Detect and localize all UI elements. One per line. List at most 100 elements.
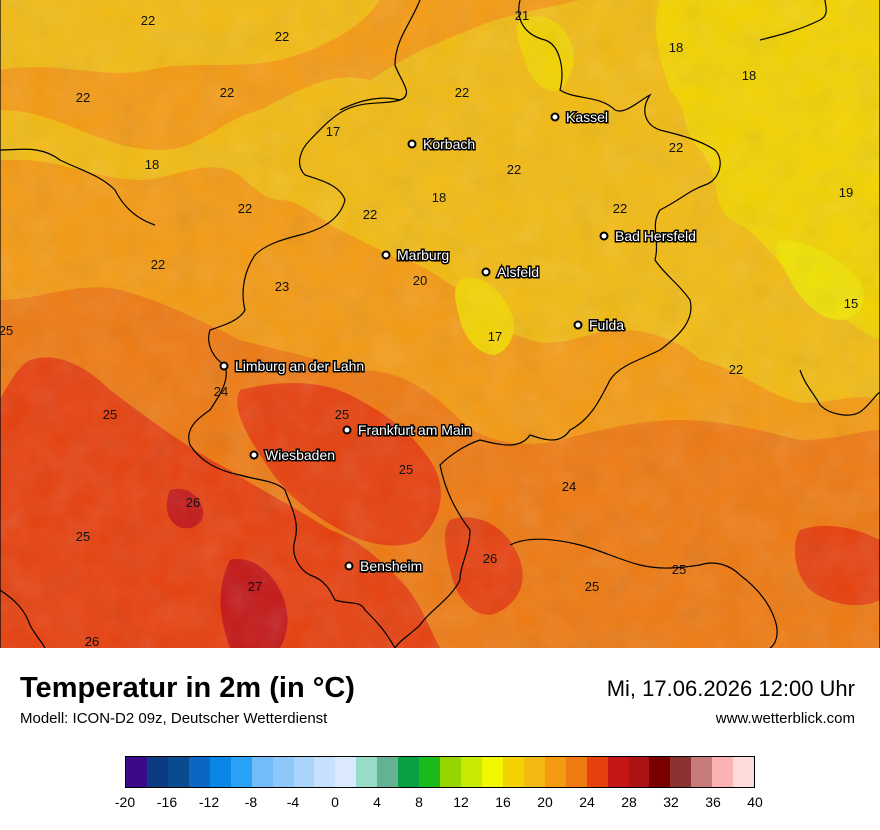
city-fulda: Fulda: [573, 316, 626, 335]
legend-color-cell: [733, 757, 755, 787]
temperature-value: 25: [103, 407, 117, 422]
city-bensheim: Bensheim: [344, 557, 424, 576]
city-dot: [342, 425, 352, 435]
legend-color-cell: [251, 757, 273, 787]
legend-color-cell: [628, 757, 650, 787]
temperature-value: 24: [562, 479, 576, 494]
legend-tick-label: 32: [663, 794, 679, 810]
legend-color-cell: [398, 757, 420, 787]
temperature-value: 26: [186, 495, 200, 510]
legend-tick-label: -16: [156, 794, 178, 810]
legend-tick-label: 4: [373, 794, 381, 810]
color-legend: -20 -16 -12 -8 -4 0 4 8 12 16 20 24 28 32 36 40: [115, 756, 763, 810]
legend-color-cell: [607, 757, 629, 787]
border-nw: [0, 148, 156, 226]
map-footer: Temperatur in 2m (in °C) Modell: ICON-D2…: [0, 648, 880, 830]
legend-color-cell: [314, 757, 336, 787]
temperature-map: 21 22 22 18 18 22 22 22 19 17 22 18 22 18 22 22 22 23 20 17…: [0, 0, 880, 648]
city-wiesbaden: Wiesbaden: [249, 446, 337, 465]
temperature-value: 20: [413, 273, 427, 288]
temperature-value: 25: [672, 562, 686, 577]
city-label: Limburg an der Lahn: [235, 358, 364, 374]
temperature-value: 21: [515, 8, 529, 23]
city-bad-hersfeld: Bad Hersfeld: [599, 227, 697, 246]
city-dot: [219, 361, 229, 371]
legend-color-cell: [377, 757, 399, 787]
city-frankfurt-am-main: Frankfurt am Main: [342, 421, 473, 440]
map-canvas: 21 22 22 18 18 22 22 22 19 17 22 18 22 18 22 22 22 23 20 17…: [0, 0, 880, 648]
city-label: Marburg: [397, 247, 449, 263]
border-east-mid: [799, 369, 880, 416]
forecast-datetime: Mi, 17.06.2026 12:00 Uhr: [606, 676, 855, 701]
legend-tick-label: 8: [415, 794, 423, 810]
temperature-value: 18: [432, 190, 446, 205]
temperature-value: 25: [335, 407, 349, 422]
temperature-value: 22: [76, 90, 90, 105]
city-label: Korbach: [423, 136, 475, 152]
legend-tick-label: 28: [621, 794, 637, 810]
city-dot: [481, 267, 491, 277]
city-limburg-an-der-lahn: Limburg an der Lahn: [219, 357, 366, 376]
legend-color-cell: [230, 757, 252, 787]
city-dot: [407, 139, 417, 149]
legend-tick-label: -20: [114, 794, 136, 810]
map-title: Temperatur in 2m (in °C): [20, 672, 355, 704]
border-sw: [0, 589, 46, 648]
temperature-value: 25: [0, 323, 13, 338]
legend-tick-label: 20: [537, 794, 553, 810]
temperature-value: 26: [483, 551, 497, 566]
legend-color-cell: [481, 757, 503, 787]
temperature-value: 18: [145, 157, 159, 172]
legend-color-cell: [649, 757, 671, 787]
temperature-value: 27: [248, 579, 262, 594]
temperature-value: 22: [507, 162, 521, 177]
temperature-value: 25: [585, 579, 599, 594]
legend-color-cell: [146, 757, 168, 787]
city-label: Frankfurt am Main: [358, 422, 472, 438]
temperature-value: 26: [85, 634, 99, 648]
temperature-value: 22: [220, 85, 234, 100]
legend-color-cell: [440, 757, 461, 787]
hesse-border: [394, 0, 721, 648]
legend-color-cell: [523, 757, 545, 787]
city-label: Alsfeld: [497, 264, 539, 280]
temperature-value: 22: [613, 201, 627, 216]
temperature-value: 18: [669, 40, 683, 55]
website-link[interactable]: www.wetterblick.com: [715, 710, 855, 727]
legend-tick-label: 36: [705, 794, 721, 810]
temperature-value: 22: [151, 257, 165, 272]
texture-overlay: [0, 0, 880, 648]
temperature-value: 22: [729, 362, 743, 377]
temperature-value: 17: [488, 329, 502, 344]
temperature-value: 18: [742, 68, 756, 83]
legend-color-cell: [586, 757, 608, 787]
temperature-value: 24: [214, 384, 228, 399]
city-label: Bensheim: [360, 558, 422, 574]
legend-tick-label: -8: [244, 794, 258, 810]
legend-color-cell: [356, 757, 378, 787]
legend-color-cell: [712, 757, 734, 787]
legend-tick-label: 16: [495, 794, 511, 810]
temperature-value: 22: [363, 207, 377, 222]
temperature-value: 17: [326, 124, 340, 139]
hesse-border-west: [188, 0, 421, 648]
border-north-east: [759, 0, 827, 41]
legend-color-cell: [419, 757, 441, 787]
legend-color-cell: [126, 757, 147, 787]
city-dot: [573, 320, 583, 330]
city-marburg: Marburg: [381, 246, 451, 265]
legend-tick-label: 0: [331, 794, 339, 810]
temperature-value: 22: [455, 85, 469, 100]
city-kassel: Kassel: [550, 108, 610, 127]
legend-color-bar: [125, 756, 755, 788]
temperature-value: 23: [275, 279, 289, 294]
city-alsfeld: Alsfeld: [481, 263, 541, 282]
temperature-value: 22: [141, 13, 155, 28]
model-source: Modell: ICON-D2 09z, Deutscher Wetterdie…: [20, 710, 328, 727]
legend-color-cell: [209, 757, 231, 787]
legend-color-cell: [461, 757, 482, 787]
legend-tick-label: -12: [198, 794, 220, 810]
temperature-labels: 21 22 22 18 18 22 22 22 19 17 22 18 22 18 22 22 22 23 20 17…: [0, 8, 858, 648]
legend-tick-label: 24: [579, 794, 595, 810]
temperature-value: 15: [844, 296, 858, 311]
